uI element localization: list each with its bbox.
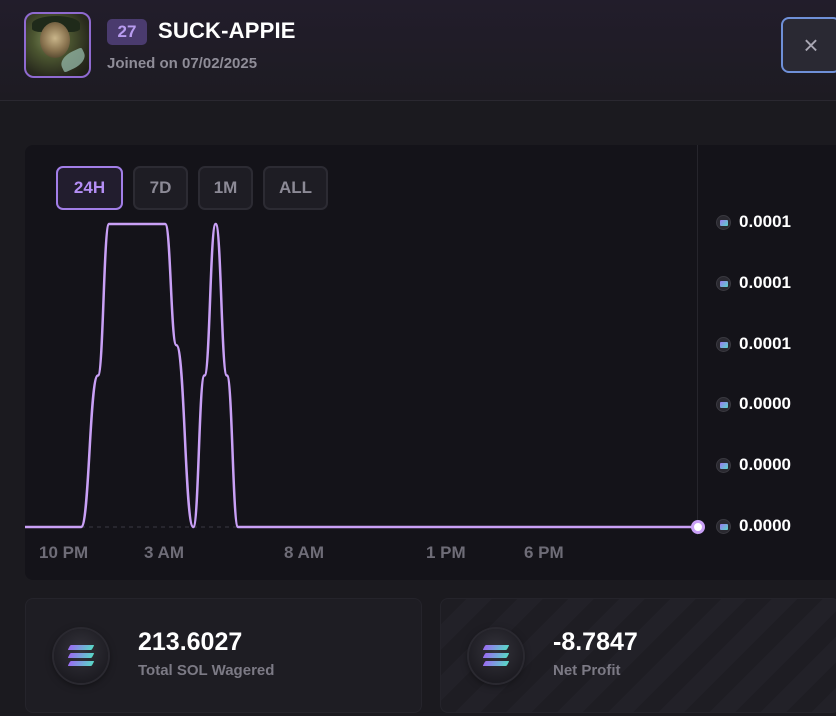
x-tick-label: 10 PM: [39, 543, 89, 562]
stat-card-profit: -8.7847 Net Profit: [440, 598, 836, 713]
range-tab-24h[interactable]: 24H: [56, 166, 123, 210]
y-tick: 0.0000: [716, 516, 791, 536]
range-tab-7d[interactable]: 7D: [133, 166, 188, 210]
x-tick-label: 8 AM: [284, 543, 324, 562]
y-tick: 0.0001: [716, 212, 791, 232]
chart-end-point: [691, 520, 705, 534]
stat-card-wagered: 213.6027 Total SOL Wagered: [25, 598, 422, 713]
username: SUCK-APPIE: [158, 18, 296, 43]
solana-icon: [54, 629, 108, 683]
range-tab-1m[interactable]: 1M: [198, 166, 253, 210]
solana-icon: [716, 518, 731, 534]
solana-icon: [716, 396, 731, 412]
x-tick-label: 3 AM: [144, 543, 184, 562]
solana-icon: [716, 275, 731, 291]
solana-icon: [716, 336, 731, 352]
profile-header: [0, 0, 836, 101]
y-tick: 0.0000: [716, 455, 791, 475]
close-button[interactable]: ×: [781, 17, 836, 73]
range-tab-all[interactable]: ALL: [263, 166, 328, 210]
y-tick: 0.0000: [716, 394, 791, 414]
solana-icon: [716, 457, 731, 473]
y-tick-label: 0.0000: [739, 455, 791, 474]
close-icon: ×: [803, 30, 819, 60]
y-tick-label: 0.0001: [739, 334, 791, 353]
solana-icon: [469, 629, 523, 683]
user-avatar: [24, 12, 91, 78]
y-tick-label: 0.0000: [739, 394, 791, 413]
y-tick-label: 0.0000: [739, 516, 791, 535]
y-tick-label: 0.0001: [739, 273, 791, 292]
y-tick-label: 0.0001: [739, 212, 791, 231]
x-tick-label: 1 PM: [426, 543, 466, 562]
x-tick-label: 6 PM: [524, 543, 564, 562]
solana-icon: [716, 214, 731, 230]
profit-label: Net Profit: [553, 662, 621, 679]
wagered-label: Total SOL Wagered: [138, 662, 275, 679]
profit-value: -8.7847: [553, 628, 638, 656]
profit-chart: [25, 222, 705, 534]
y-tick: 0.0001: [716, 273, 791, 293]
joined-date: Joined on 07/02/2025: [107, 55, 258, 72]
chart-series-line: [25, 222, 698, 529]
chart-panel: [25, 145, 836, 580]
y-tick: 0.0001: [716, 334, 791, 354]
chart-divider: [697, 145, 698, 535]
wagered-value: 213.6027: [138, 628, 243, 656]
level-badge: 27: [107, 19, 147, 45]
